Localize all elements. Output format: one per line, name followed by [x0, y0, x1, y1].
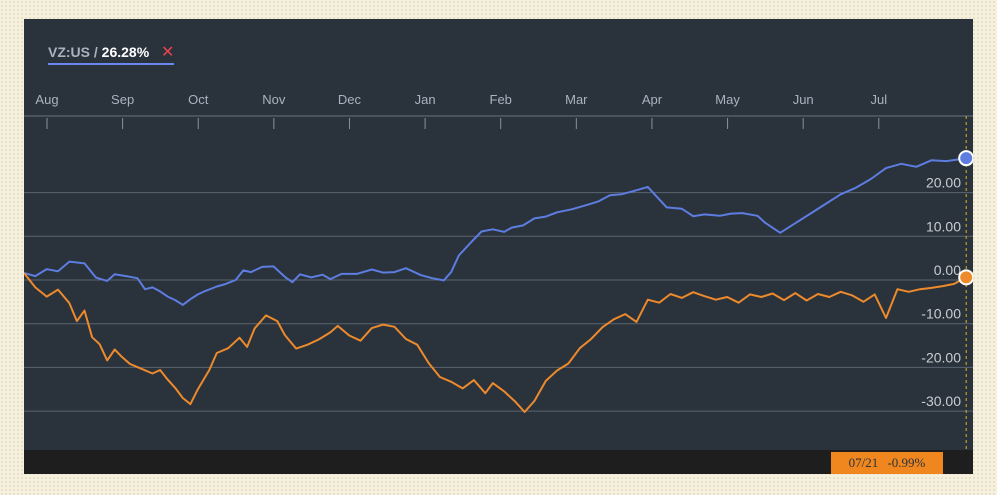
month-axis: Aug Sep Oct Nov Dec Jan Feb Mar Apr May Jun Jul	[24, 92, 973, 129]
cursor-date: 07/21	[848, 455, 879, 470]
month-label: Feb	[490, 92, 512, 107]
month-label: Dec	[338, 92, 362, 107]
month-label: Jul	[870, 92, 887, 107]
month-label: May	[715, 92, 740, 107]
series-line-vz	[24, 157, 967, 306]
month-label: Apr	[642, 92, 663, 107]
chart-panel: Aug Sep Oct Nov Dec Jan Feb Mar Apr May Jun Jul 20.…	[24, 19, 973, 474]
month-label: Jan	[415, 92, 436, 107]
y-tick-label: 20.00	[926, 175, 961, 191]
series-legend[interactable]: VZ:US / 26.28% ✕	[48, 43, 175, 65]
legend-change: 26.28%	[101, 44, 150, 60]
remove-series-icon[interactable]: ✕	[161, 44, 175, 61]
month-label: Nov	[262, 92, 286, 107]
y-tick-label: -30.00	[921, 393, 961, 409]
end-point-vz	[958, 150, 973, 167]
grid	[24, 192, 973, 412]
series-layer	[24, 157, 967, 413]
y-tick-label: -10.00	[921, 306, 961, 322]
cursor-value: -0.99%	[887, 455, 926, 470]
y-tick-label: 0.00	[934, 262, 961, 278]
month-label: Sep	[111, 92, 134, 107]
chart-footer	[24, 450, 973, 474]
month-label: Jun	[793, 92, 814, 107]
cursor-date-badge: 07/21 -0.99%	[831, 452, 943, 474]
legend-separator: /	[93, 44, 98, 60]
end-point-comparison	[958, 269, 973, 286]
line-chart: Aug Sep Oct Nov Dec Jan Feb Mar Apr May Jun Jul 20.…	[24, 92, 973, 450]
series-line-comparison	[24, 272, 967, 413]
y-axis: 20.00 10.00 0.00 -10.00 -20.00 -30.00	[921, 175, 961, 410]
y-tick-label: -20.00	[921, 349, 961, 365]
month-label: Aug	[35, 92, 58, 107]
legend-ticker: VZ:US	[48, 44, 90, 60]
month-label: Mar	[565, 92, 588, 107]
month-label: Oct	[188, 92, 209, 107]
end-markers	[958, 150, 973, 286]
y-tick-label: 10.00	[926, 218, 961, 234]
